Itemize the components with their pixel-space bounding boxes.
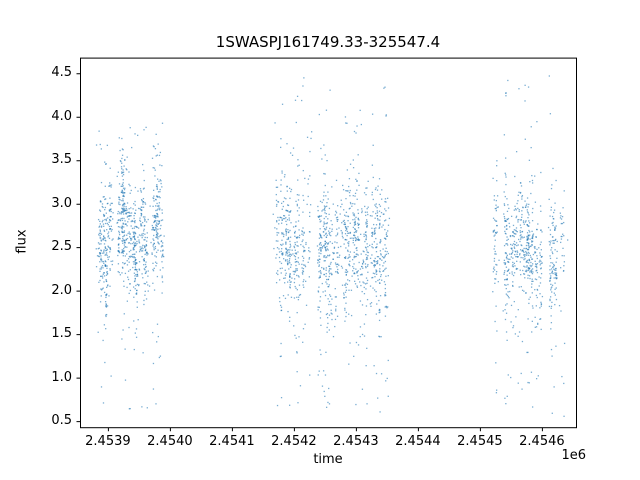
x-tick-label: 2.4539 bbox=[85, 434, 131, 450]
x-axis-offset-label: 1e6 bbox=[561, 448, 586, 463]
x-tick-label: 2.4543 bbox=[333, 434, 379, 450]
x-tick-label: 2.4541 bbox=[209, 434, 255, 450]
y-tick-label: 4.5 bbox=[51, 65, 72, 81]
y-tick-label: 3.0 bbox=[51, 195, 72, 211]
y-axis-label: flux bbox=[14, 229, 30, 254]
x-tick-label: 2.4542 bbox=[271, 434, 317, 450]
x-tick-label: 2.4546 bbox=[519, 434, 565, 450]
x-axis-label: time bbox=[313, 452, 343, 467]
y-tick-label: 2.0 bbox=[51, 282, 72, 298]
y-tick-label: 4.0 bbox=[51, 108, 72, 124]
y-tick-label: 2.5 bbox=[51, 239, 72, 255]
y-tick-label: 1.5 bbox=[51, 326, 72, 342]
chart-title: 1SWASPJ161749.33-325547.4 bbox=[215, 33, 441, 51]
x-tick-label: 2.4545 bbox=[457, 434, 503, 450]
y-tick-label: 1.0 bbox=[51, 369, 72, 385]
x-tick-label: 2.4540 bbox=[147, 434, 193, 450]
y-tick-label: 0.5 bbox=[51, 413, 72, 429]
y-tick-label: 3.5 bbox=[51, 152, 72, 168]
x-tick-label: 2.4544 bbox=[395, 434, 441, 450]
